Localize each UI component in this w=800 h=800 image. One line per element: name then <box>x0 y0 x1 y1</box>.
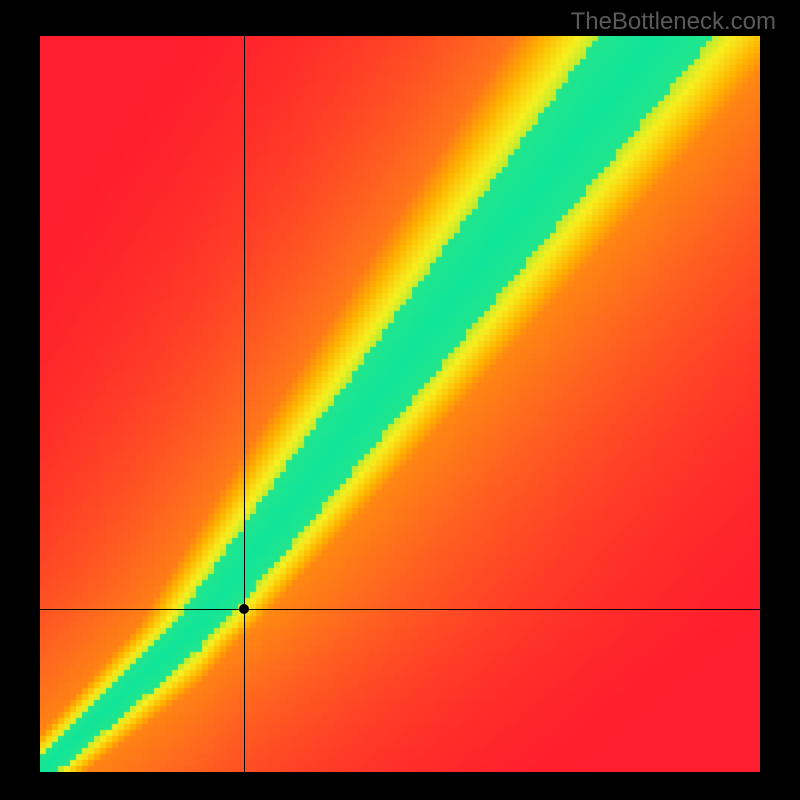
watermark-text: TheBottleneck.com <box>571 8 776 36</box>
heatmap-canvas <box>40 36 760 772</box>
figure-container: TheBottleneck.com <box>0 0 800 800</box>
plot-area <box>40 36 760 772</box>
